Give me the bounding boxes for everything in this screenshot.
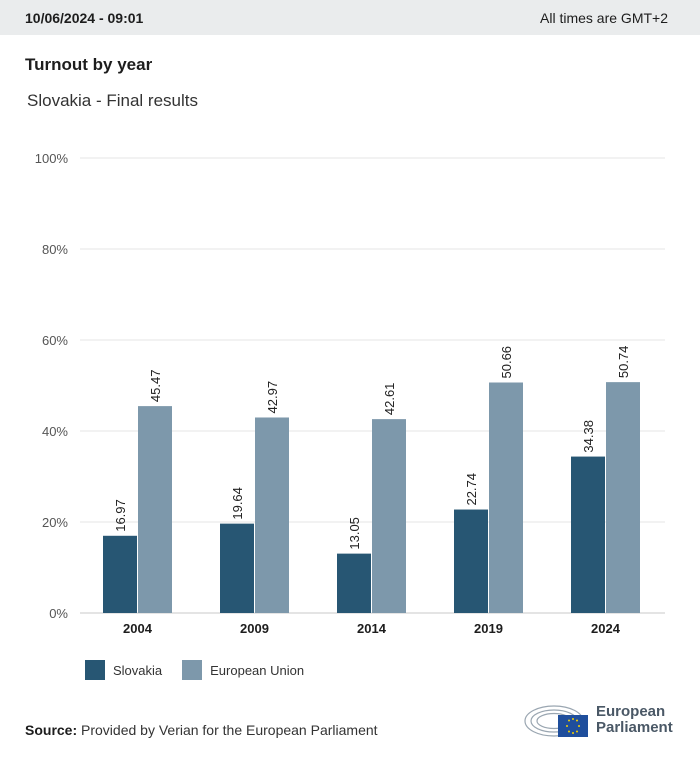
bar-slovakia-2019 (454, 509, 488, 613)
legend-item-slovakia: Slovakia (85, 660, 162, 680)
data-label: 50.66 (499, 346, 514, 379)
legend-item-eu: European Union (182, 660, 304, 680)
legend-swatch-eu (182, 660, 203, 680)
chart-title: Turnout by year (25, 55, 153, 74)
y-tick-label: 80% (42, 242, 68, 257)
data-label: 42.61 (382, 383, 397, 416)
x-tick-label: 2009 (240, 621, 269, 636)
logo-line-2: Parliament (596, 719, 673, 736)
y-tick-label: 100% (35, 151, 69, 166)
data-label: 42.97 (265, 381, 280, 414)
bar-slovakia-2004 (103, 535, 137, 613)
data-label: 13.05 (347, 517, 362, 550)
legend-swatch-slovakia (85, 660, 105, 680)
european-parliament-logo: European Parliament (524, 700, 684, 740)
bar-slovakia-2014 (337, 553, 371, 613)
bar-eu-2024 (606, 382, 640, 613)
bar-slovakia-2024 (571, 456, 605, 613)
chart-legend: Slovakia European Union (85, 660, 324, 680)
legend-label-slovakia: Slovakia (113, 662, 163, 678)
x-tick-label: 2024 (591, 621, 621, 636)
x-tick-label: 2014 (357, 621, 387, 636)
y-tick-label: 60% (42, 333, 68, 348)
parliament-hemicycle-icon (524, 705, 588, 737)
bar-eu-2014 (372, 419, 406, 613)
source-label: Source: (25, 722, 78, 738)
data-label: 34.38 (581, 420, 596, 453)
bar-eu-2019 (489, 382, 523, 613)
y-tick-label: 20% (42, 515, 68, 530)
y-tick-label: 40% (42, 424, 68, 439)
chart-subtitle: Slovakia - Final results (27, 91, 199, 110)
x-tick-label: 2004 (123, 621, 153, 636)
data-label: 22.74 (464, 473, 479, 506)
logo-line-1: European (596, 703, 666, 720)
bar-slovakia-2009 (220, 523, 254, 613)
source-text: Provided by Verian for the European Parl… (81, 722, 378, 738)
bar-eu-2009 (255, 417, 289, 613)
data-label: 19.64 (230, 487, 245, 520)
top-bar: 10/06/2024 - 09:01 All times are GMT+2 (0, 0, 700, 35)
timestamp: 10/06/2024 - 09:01 (25, 9, 144, 26)
legend-label-eu: European Union (210, 662, 305, 678)
source-note: Source: Provided by Verian for the Europ… (25, 722, 378, 738)
x-tick-label: 2019 (474, 621, 503, 636)
data-label: 50.74 (616, 346, 631, 379)
data-label: 16.97 (113, 499, 128, 532)
timezone-note: All times are GMT+2 (540, 9, 668, 26)
y-tick-label: 0% (49, 606, 68, 621)
bar-eu-2004 (138, 406, 172, 613)
data-label: 45.47 (148, 370, 163, 403)
